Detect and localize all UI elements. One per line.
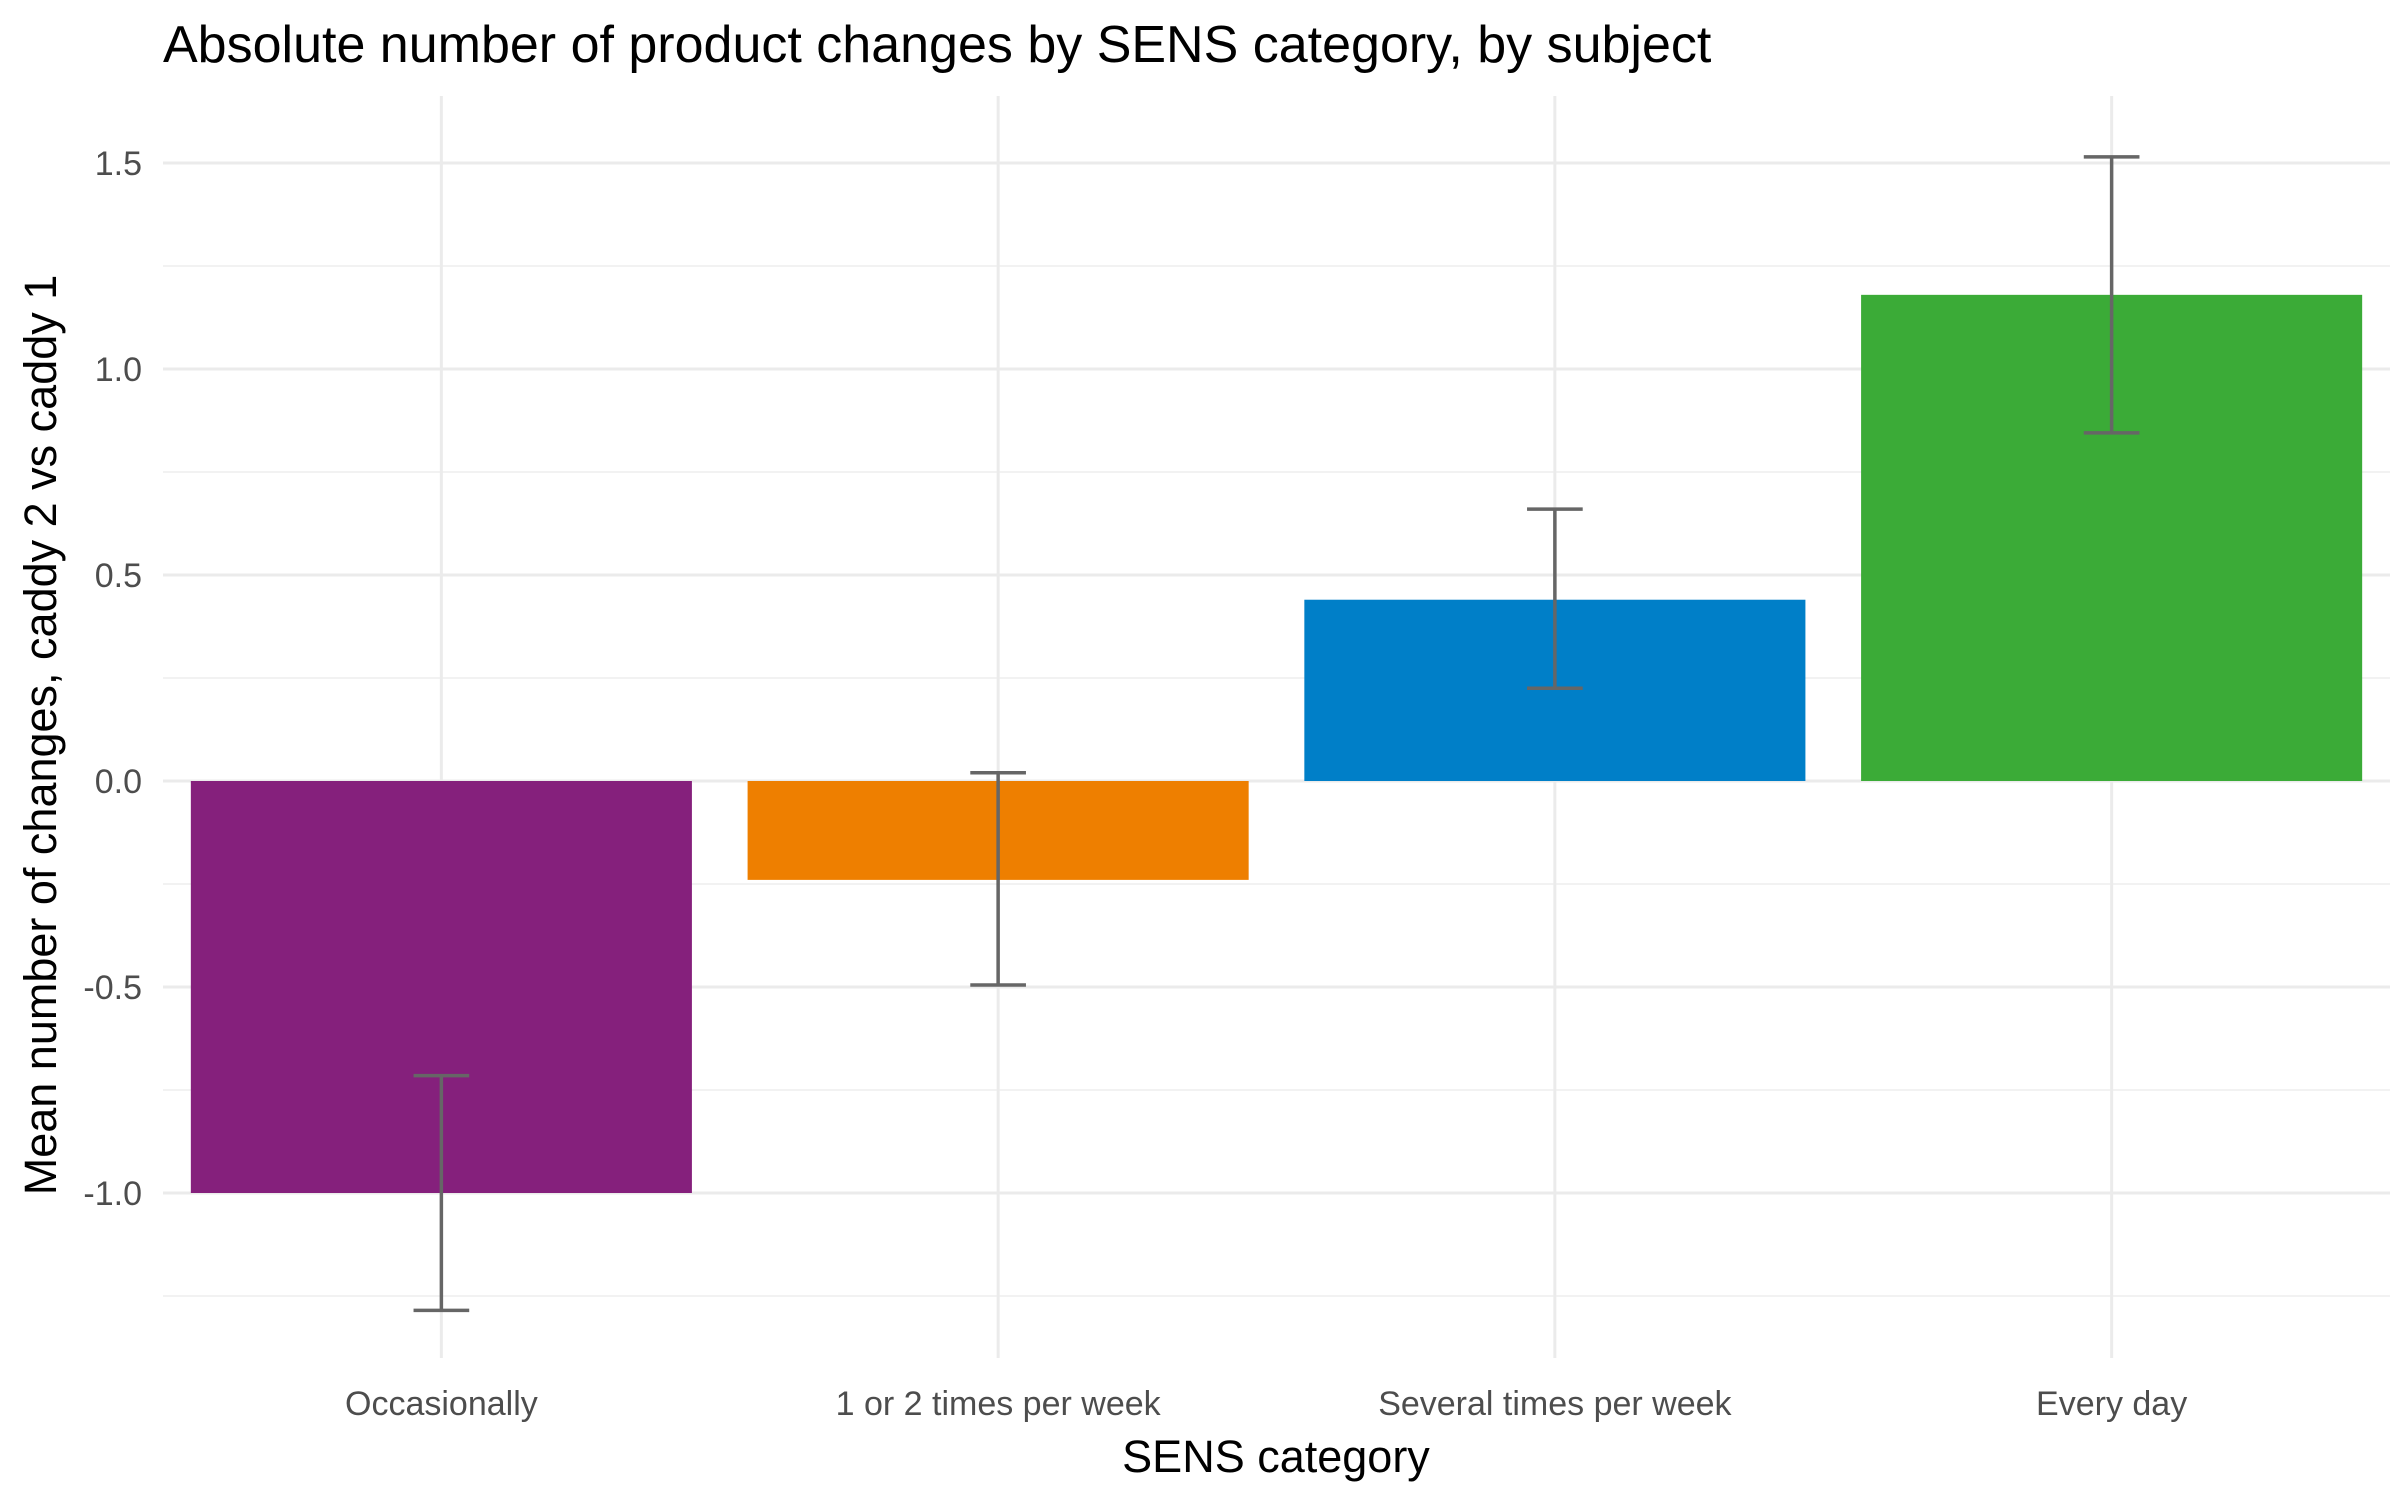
y-tick-labels: -1.0 -0.5 0.0 0.5 1.0 1.5: [83, 145, 142, 1213]
error-bar: [970, 771, 1026, 987]
x-tick-label: Occasionally: [345, 1385, 538, 1423]
bars: [190, 294, 2363, 1193]
y-tick-label: 1.5: [95, 145, 142, 183]
x-tick-label: Every day: [2036, 1385, 2187, 1423]
error-bar: [1527, 507, 1583, 691]
x-tick-labels: Occasionally 1 or 2 times per week Several…: [345, 1385, 2187, 1423]
x-axis-title: SENS category: [1122, 1431, 1430, 1482]
y-tick-label: -0.5: [83, 969, 142, 1007]
error-bar: [413, 1073, 470, 1313]
y-tick-label: 0.0: [95, 763, 142, 801]
y-axis-title: Mean number of changes, caddy 2 vs caddy…: [15, 275, 66, 1196]
error-bars: [413, 155, 2140, 1313]
error-bar: [2083, 155, 2140, 435]
x-tick-label: Several times per week: [1378, 1385, 1732, 1423]
y-tick-label: 0.5: [95, 557, 142, 595]
y-tick-label: 1.0: [95, 351, 142, 389]
chart-title: Absolute number of product changes by SE…: [163, 16, 1712, 74]
y-tick-label: -1.0: [83, 1175, 142, 1213]
x-tick-label: 1 or 2 times per week: [836, 1385, 1162, 1423]
